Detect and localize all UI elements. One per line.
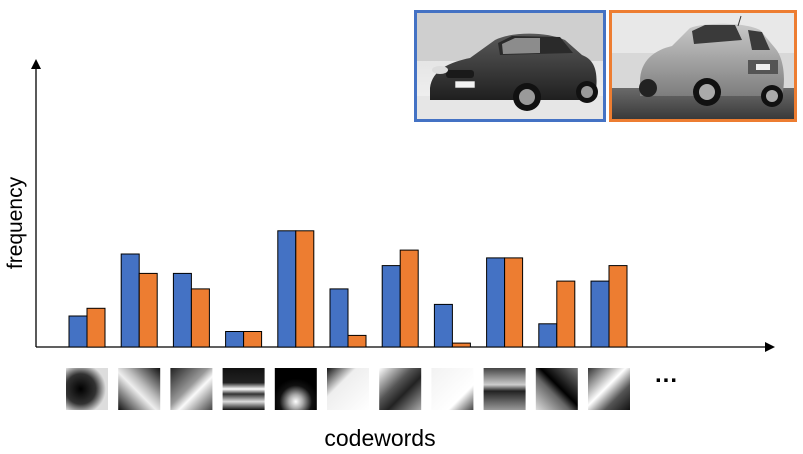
sedan-photo — [414, 10, 606, 122]
codeword-patch-10 — [535, 368, 578, 410]
codeword-patch-6 — [327, 368, 369, 410]
x-axis-label: codewords — [324, 425, 436, 451]
bar-series-1-codeword-8 — [433, 303, 453, 348]
bar-series-1-codeword-10 — [538, 323, 558, 348]
sedan-photo-frame — [414, 10, 606, 122]
codeword-patch-1 — [66, 368, 108, 410]
codeword-patch-3 — [170, 368, 213, 410]
codeword-patch-7 — [379, 368, 422, 410]
codeword-patch-11 — [588, 368, 630, 410]
codeword-patch-5 — [274, 368, 317, 410]
bar-series-2-codeword-8 — [451, 342, 471, 348]
bar-series-2-codeword-9 — [504, 257, 524, 348]
bar-groups — [68, 230, 628, 348]
codeword-patches — [66, 368, 630, 410]
codeword-patch-2 — [118, 368, 161, 410]
more-codewords-ellipsis: ... — [655, 361, 679, 388]
suv-photo — [609, 10, 797, 122]
bar-series-2-codeword-1 — [86, 307, 106, 348]
y-axis — [31, 59, 41, 347]
bar-series-2-codeword-5 — [295, 230, 315, 348]
codeword-patch-4 — [222, 368, 265, 410]
codeword-patch-9 — [483, 368, 526, 410]
suv-photo-frame — [609, 10, 797, 122]
bar-series-1-codeword-7 — [381, 265, 401, 348]
bar-series-1-codeword-6 — [329, 288, 349, 348]
bar-series-1-codeword-4 — [225, 331, 245, 348]
bar-series-1-codeword-9 — [486, 257, 506, 348]
bar-series-1-codeword-1 — [68, 315, 88, 348]
bar-series-1-codeword-2 — [120, 253, 140, 348]
bar-series-2-codeword-7 — [399, 249, 419, 348]
codeword-patch-8 — [431, 368, 474, 410]
x-axis-arrowhead — [765, 342, 775, 352]
bar-series-2-codeword-10 — [556, 280, 576, 348]
bar-series-2-codeword-3 — [190, 288, 210, 348]
y-axis-arrowhead — [31, 59, 41, 69]
bar-series-1-codeword-5 — [277, 230, 297, 348]
y-axis-label: frequency — [4, 176, 27, 270]
bar-series-2-codeword-6 — [347, 334, 367, 348]
bar-series-1-codeword-11 — [590, 280, 610, 348]
bar-series-1-codeword-3 — [172, 272, 192, 348]
bar-series-2-codeword-4 — [243, 331, 263, 348]
bar-series-2-codeword-11 — [608, 265, 628, 348]
bar-series-2-codeword-2 — [138, 272, 158, 348]
